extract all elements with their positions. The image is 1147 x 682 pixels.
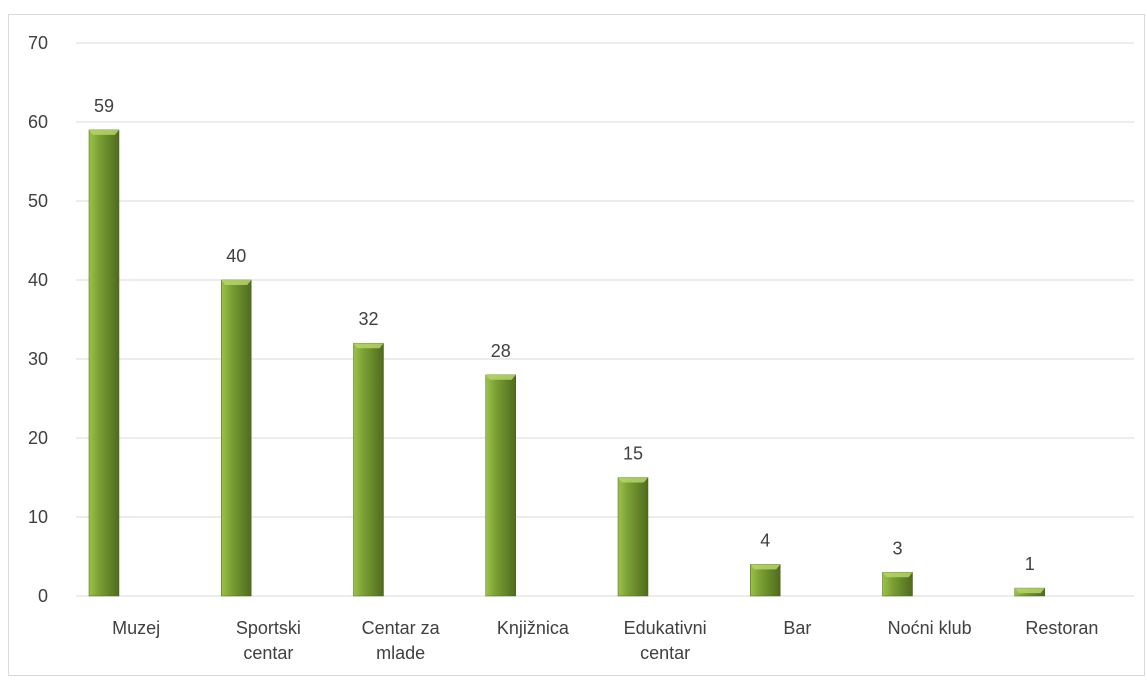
y-tick-label: 50 [28,191,48,211]
bar-bevel [750,564,781,570]
y-tick-label: 30 [28,349,48,369]
bar-bevel [1014,588,1045,594]
y-tick-label: 40 [28,270,48,290]
category-label: Knjižnica [497,618,570,638]
category-label: Restoran [1025,618,1098,638]
y-axis-ticks: 0 10 20 30 40 50 60 70 [28,33,48,606]
category-label: Muzej [112,618,160,638]
data-label: 40 [226,246,246,266]
y-tick-label: 60 [28,112,48,132]
bar-bevel [618,477,648,483]
y-tick-label: 10 [28,507,48,527]
category-label: centar [243,643,293,663]
data-label: 59 [94,96,114,116]
data-label: 32 [358,309,378,329]
bar [88,129,120,597]
category-label: Edukativni [624,618,707,638]
category-label: mlade [376,643,425,663]
category-label: Centar za [362,618,441,638]
bar-bevel [89,129,119,135]
data-label: 15 [623,444,643,464]
chart-frame: 0 10 20 30 40 50 60 70 59 40 32 28 15 4 3 1 Muzej Sport… [8,14,1145,676]
bar [221,279,252,597]
category-label: Sportski [236,618,301,638]
data-labels: 59 40 32 28 15 4 3 1 [94,96,1035,574]
bar-bevel [353,343,384,349]
bar [617,477,649,597]
data-label: 3 [892,538,902,558]
category-label: Bar [783,618,811,638]
bar [485,374,516,597]
bar-bevel [485,374,516,380]
bar [750,564,781,597]
y-tick-label: 20 [28,428,48,448]
category-label: centar [640,643,690,663]
y-tick-label: 70 [28,33,48,53]
bar-bevel [221,280,252,285]
data-label: 1 [1025,554,1035,574]
bar-bevel [882,572,913,578]
y-tick-label: 0 [38,586,48,606]
category-label: Noćni klub [888,618,972,638]
bar-chart: 0 10 20 30 40 50 60 70 59 40 32 28 15 4 3 1 Muzej Sport… [28,33,1134,663]
bars [88,129,1045,597]
x-axis-categories: Muzej Sportski centar Centar za mlade Knjižni… [112,618,1098,663]
data-label: 28 [491,341,511,361]
bar [353,342,384,597]
gridlines [76,42,1134,597]
data-label: 4 [760,530,770,550]
